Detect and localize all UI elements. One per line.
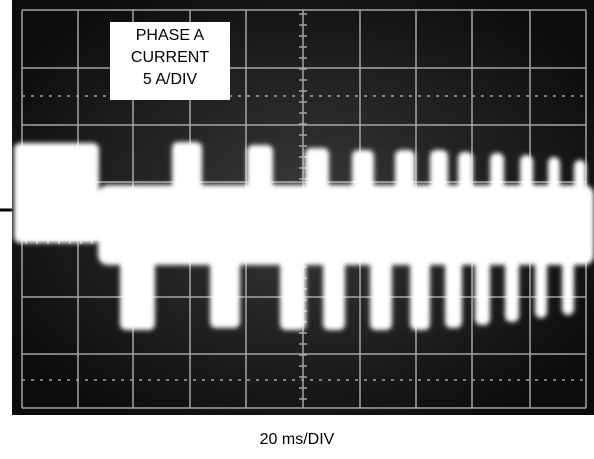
pulse-down (505, 250, 519, 322)
pulse-up (548, 157, 560, 200)
pulse-up (172, 142, 202, 200)
pulse-down (323, 250, 345, 330)
pulse-up (247, 145, 273, 200)
pulse-down (210, 250, 240, 328)
pulse-up (574, 160, 586, 200)
pulse-up (520, 155, 533, 200)
pulse-down (370, 250, 392, 330)
current-waveform (14, 142, 594, 330)
pulse-up (430, 150, 448, 200)
label-line: 5 A/DIV (143, 71, 198, 88)
pulse-up (395, 150, 415, 200)
pulse-up (305, 148, 329, 200)
label-line: PHASE A (136, 27, 205, 44)
pulse-down (445, 250, 462, 328)
pulse-up (490, 153, 504, 200)
label-line: CURRENT (131, 49, 209, 66)
label-box (110, 22, 230, 100)
pulse-up (352, 150, 374, 200)
pulse-up (458, 152, 473, 200)
pulse-down (410, 250, 430, 330)
caption: 20 ms/DIV (260, 431, 335, 448)
pulse-down (475, 250, 490, 325)
pulse-down (562, 250, 574, 315)
pulse-down (535, 250, 547, 318)
pulse-down (280, 250, 306, 330)
